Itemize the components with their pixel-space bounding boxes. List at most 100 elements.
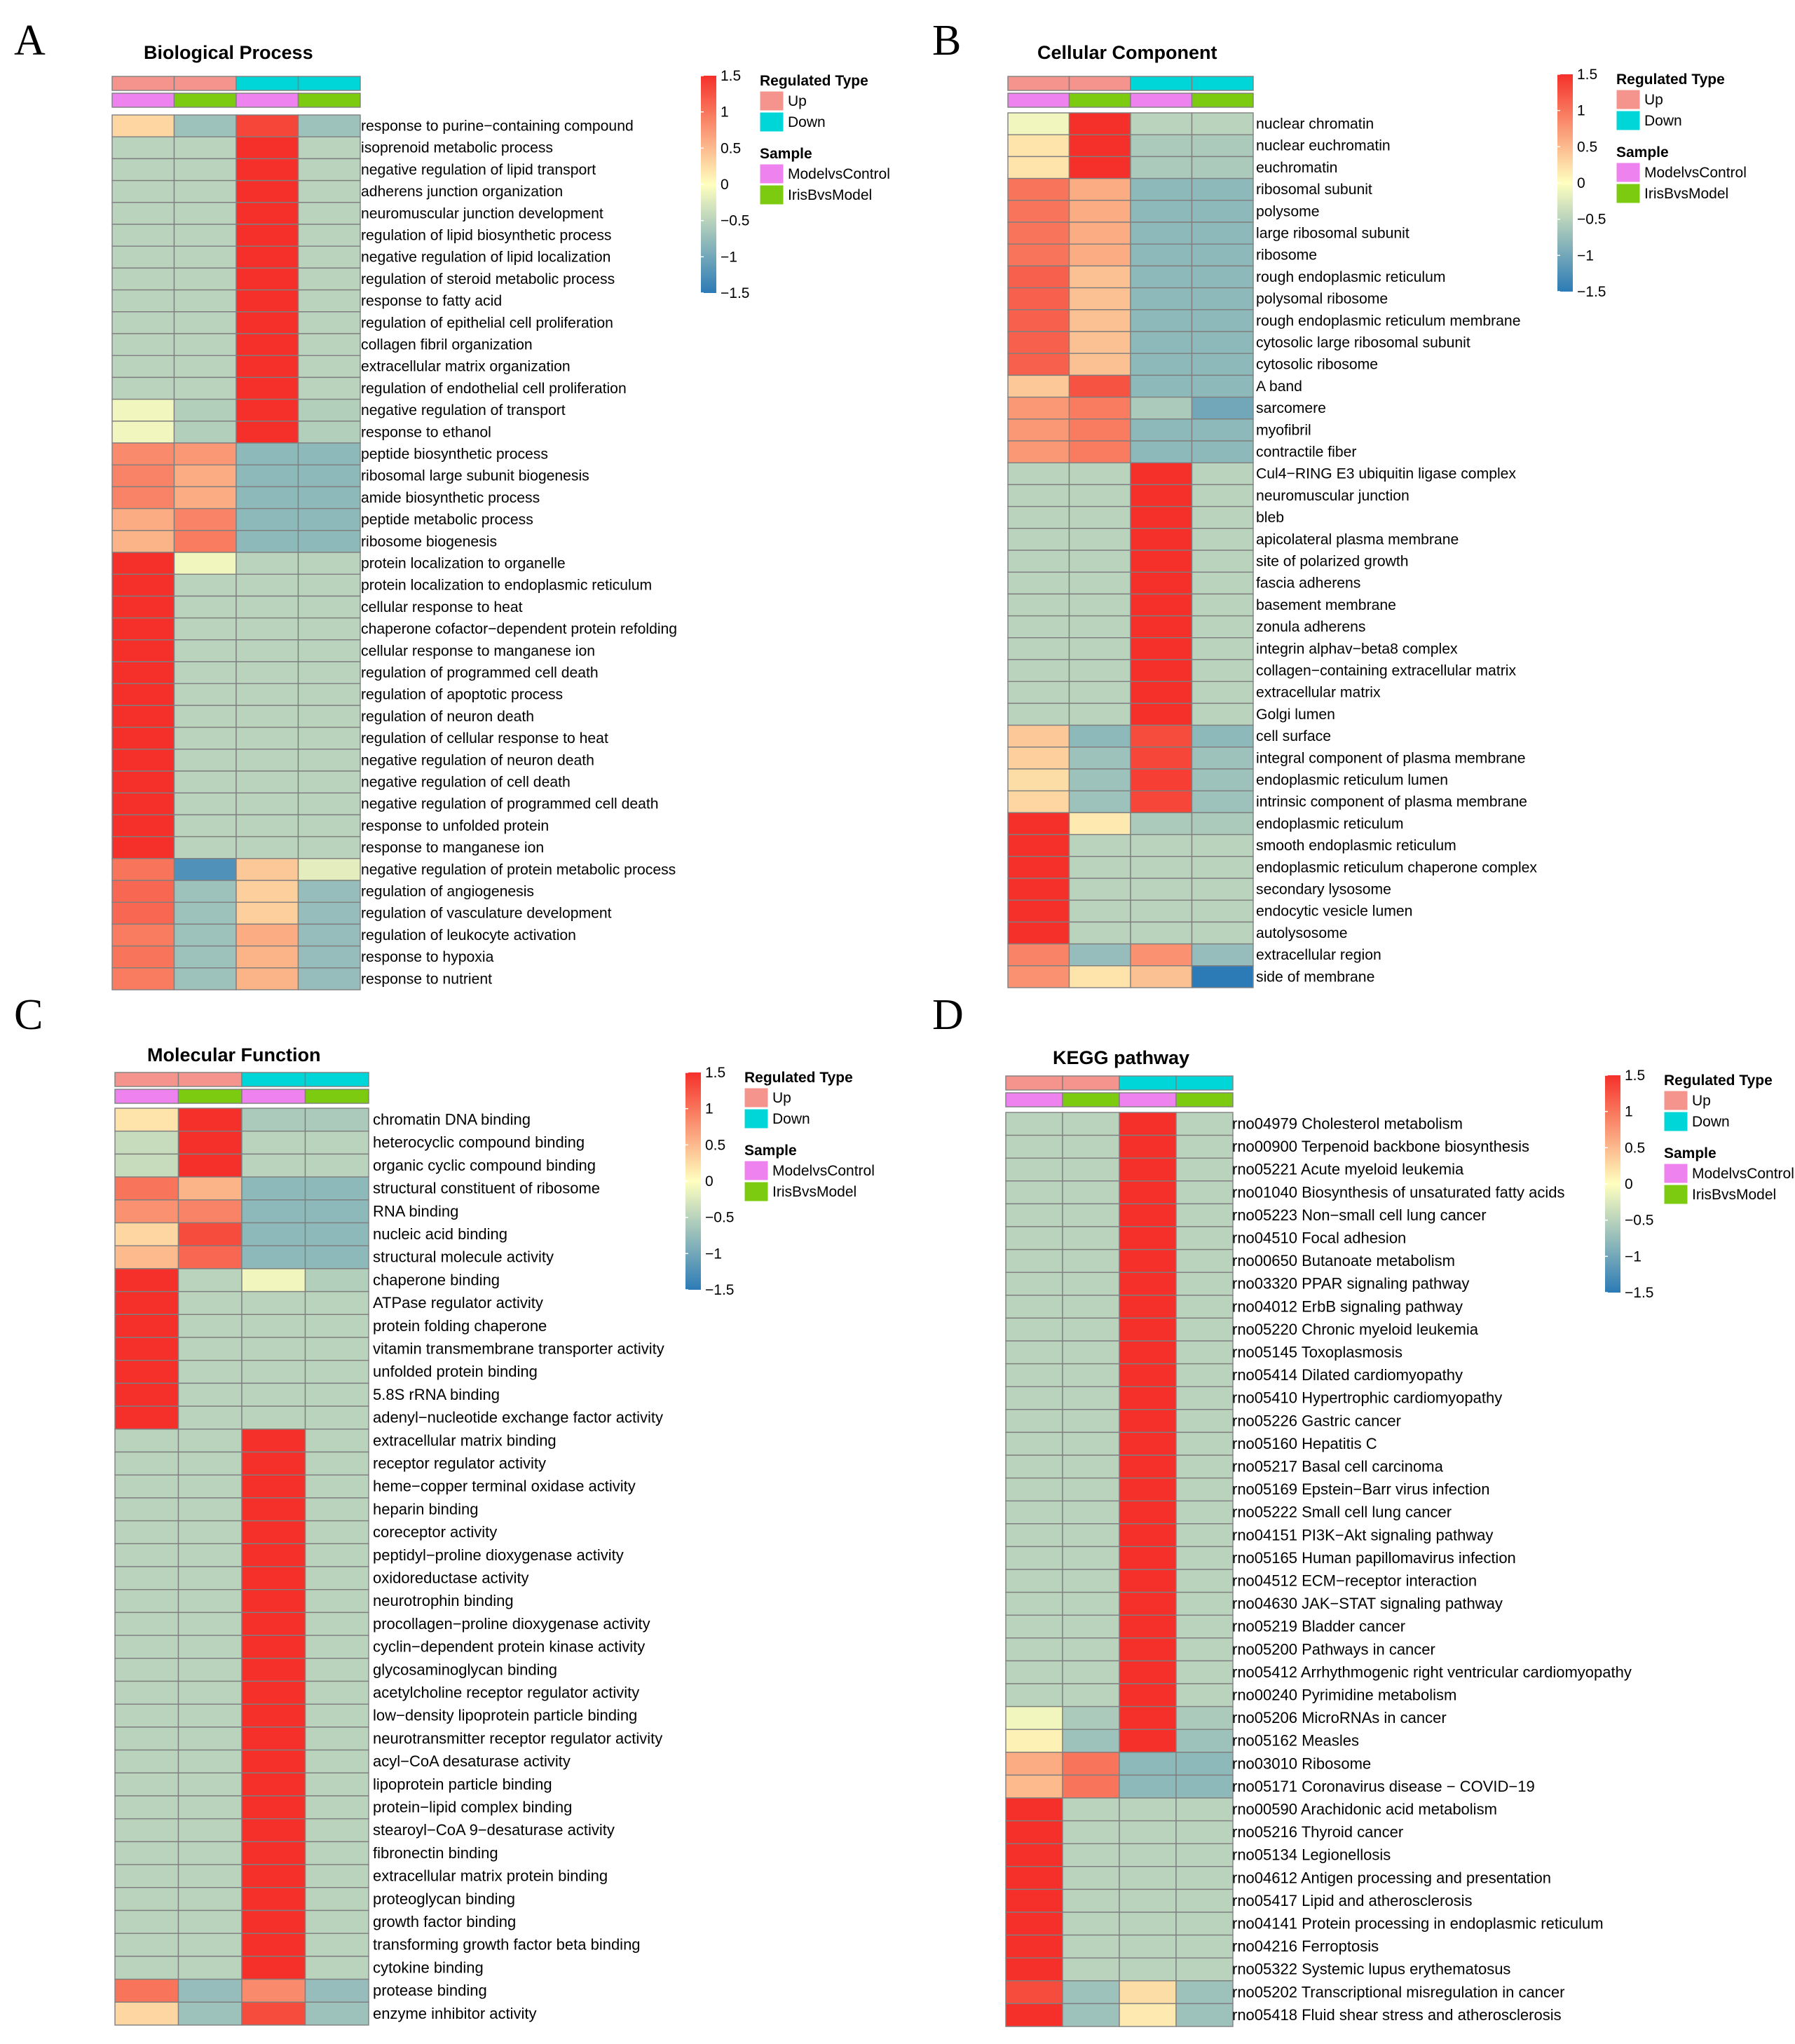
heatmap-cell	[111, 967, 175, 990]
heatmap-cell	[236, 224, 299, 247]
heatmap-cell	[1068, 462, 1131, 486]
legend-swatch-up	[1616, 89, 1641, 110]
legend-swatch-sample	[1616, 183, 1641, 204]
heatmap-cell	[1007, 921, 1070, 945]
heatmap-cell	[1175, 1363, 1234, 1387]
row-label: myofibril	[1256, 422, 1311, 438]
row-label: adenyl−nucleotide exchange factor activi…	[373, 1409, 663, 1426]
heatmap-cell	[1062, 1752, 1120, 1776]
heatmap-cell	[1005, 1752, 1063, 1776]
heatmap-cell	[1119, 1683, 1177, 1708]
heatmap-cell	[1007, 768, 1070, 791]
color-scale-tick-label: 1	[1577, 103, 1585, 119]
heatmap-cell	[111, 245, 175, 269]
heatmap-cell	[297, 726, 361, 750]
heatmap-cell	[177, 1245, 243, 1269]
row-label: acyl−CoA desaturase activity	[373, 1752, 571, 1770]
panel-letter-b: B	[932, 17, 961, 64]
heatmap-cell	[1119, 1591, 1177, 1616]
heatmap-cell	[236, 267, 299, 291]
heatmap-cell	[173, 464, 237, 488]
legend-label: IrisBvsModel	[1692, 1187, 1776, 1203]
heatmap-cell	[304, 1474, 369, 1499]
heatmap-cell	[1005, 1957, 1063, 1982]
heatmap-cell	[1119, 1774, 1177, 1799]
heatmap-cell	[173, 530, 237, 553]
heatmap-cell	[1068, 724, 1131, 748]
heatmap-cell	[1007, 309, 1070, 332]
heatmap-cell	[111, 683, 175, 707]
heatmap-cell	[236, 333, 299, 356]
heatmap-cell	[177, 1130, 243, 1155]
heatmap-cell	[173, 639, 237, 662]
row-label: protein localization to organelle	[361, 555, 566, 571]
heatmap-cell	[297, 245, 361, 269]
heatmap-cell	[241, 1956, 306, 1980]
heatmap-cell	[173, 289, 237, 313]
heatmap-cell	[114, 1703, 179, 1728]
heatmap-cell	[173, 486, 237, 510]
heatmap-cell	[1068, 790, 1131, 814]
legend-label: Down	[788, 114, 826, 130]
heatmap-cell	[304, 1749, 369, 1774]
heatmap-cell	[1068, 921, 1131, 945]
heatmap-cell	[1062, 1843, 1120, 1867]
heatmap-cell	[304, 1314, 369, 1338]
heatmap-cell	[1062, 1934, 1120, 1958]
heatmap-cell	[114, 1658, 179, 1682]
heatmap-cell	[114, 1841, 179, 1865]
heatmap-cell	[1119, 1431, 1177, 1456]
heatmap-cell	[1130, 965, 1193, 988]
heatmap-cell	[1007, 396, 1070, 420]
row-label: contractile fiber	[1256, 444, 1356, 460]
heatmap-cell	[1005, 1500, 1063, 1525]
row-label: large ribosomal subunit	[1256, 225, 1410, 241]
annotation-regulated-type-cell	[1068, 76, 1131, 91]
heatmap-cell	[1068, 878, 1131, 901]
heatmap-cell	[1130, 222, 1193, 245]
heatmap-cell	[177, 1956, 243, 1980]
heatmap-cell	[1007, 856, 1070, 879]
heatmap-cell	[304, 1268, 369, 1293]
row-label: rno04979 Cholesterol metabolism	[1232, 1115, 1463, 1132]
heatmap-cell	[1130, 615, 1193, 639]
heatmap-cell	[1068, 681, 1131, 704]
heatmap-cell	[241, 1909, 306, 1934]
annotation-sample-cell	[1068, 93, 1131, 108]
heatmap-cell	[177, 1474, 243, 1499]
heatmap-cell	[1175, 1934, 1234, 1958]
heatmap-cell	[177, 1451, 243, 1476]
legend-swatch-sample	[1663, 1163, 1688, 1184]
heatmap-cell	[111, 464, 175, 488]
heatmap-cell	[1007, 287, 1070, 311]
row-label: heme−copper terminal oxidase activity	[373, 1478, 636, 1495]
row-label: apicolateral plasma membrane	[1256, 531, 1459, 547]
row-label: stearoyl−CoA 9−desaturase activity	[373, 1821, 615, 1839]
legend-swatch-sample	[1616, 162, 1641, 183]
row-label: peptidyl−proline dioxygenase activity	[373, 1546, 624, 1564]
heatmap-cell	[1175, 1477, 1234, 1501]
row-label: glycosaminoglycan binding	[373, 1661, 557, 1678]
heatmap-cell	[236, 376, 299, 400]
heatmap-cell	[177, 1635, 243, 1659]
heatmap-cell	[111, 421, 175, 444]
heatmap-cell	[173, 661, 237, 684]
heatmap-cell	[1062, 1386, 1120, 1410]
legend-swatch-up	[1663, 1090, 1688, 1111]
heatmap-cell	[297, 595, 361, 619]
heatmap-cell	[1007, 899, 1070, 923]
heatmap-cell	[173, 704, 237, 728]
heatmap-cell	[297, 486, 361, 510]
heatmap-cell	[1191, 550, 1254, 573]
heatmap-cell	[1007, 265, 1070, 289]
heatmap-cell	[297, 442, 361, 465]
heatmap-cell	[1068, 768, 1131, 791]
heatmap-cell	[236, 202, 299, 225]
heatmap-cell	[1119, 1912, 1177, 1936]
heatmap-cell	[1191, 505, 1254, 529]
color-scale-tick-label: −0.5	[721, 213, 749, 229]
legend-label: ModelvsControl	[1692, 1166, 1794, 1182]
row-label: response to unfolded protein	[361, 818, 549, 834]
heatmap-cell	[1062, 1180, 1120, 1205]
heatmap-cell	[1005, 1134, 1063, 1159]
